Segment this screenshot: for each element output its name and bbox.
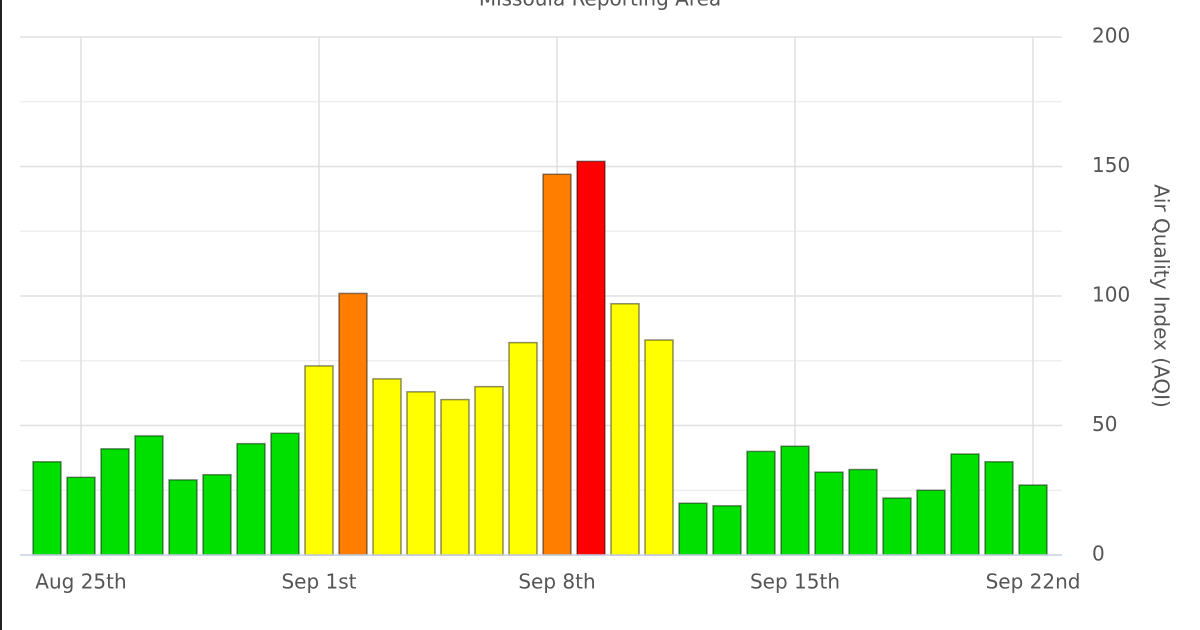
bar — [32, 461, 62, 556]
y-tick-label: 200 — [1092, 24, 1130, 48]
bar — [134, 435, 164, 556]
bar — [984, 461, 1014, 556]
x-tick-label: Sep 1st — [281, 570, 356, 594]
bar — [1018, 484, 1048, 556]
bar — [882, 497, 912, 556]
bar — [678, 502, 708, 556]
bar — [746, 450, 776, 556]
y-tick-label: 150 — [1092, 153, 1130, 177]
chart-title: Missoula Reporting Area — [479, 0, 721, 11]
bar — [406, 391, 436, 556]
bar — [338, 292, 368, 556]
x-tick-label: Sep 15th — [750, 570, 840, 594]
bar — [814, 471, 844, 556]
bar — [508, 341, 538, 556]
bar — [542, 173, 572, 556]
bar — [576, 160, 606, 556]
bar — [304, 365, 334, 556]
bar — [780, 445, 810, 556]
bar — [202, 473, 232, 556]
bar — [100, 448, 130, 556]
x-tick-label: Sep 8th — [518, 570, 595, 594]
x-tick-label: Aug 25th — [35, 570, 126, 594]
bar — [950, 453, 980, 556]
bar — [474, 385, 504, 556]
y-tick-label: 100 — [1092, 283, 1130, 307]
bar — [168, 479, 198, 556]
bar — [848, 468, 878, 556]
bar — [270, 432, 300, 556]
bar — [66, 476, 96, 556]
y-axis-label: Air Quality Index (AQI) — [1150, 184, 1174, 408]
y-tick-label: 50 — [1092, 412, 1117, 436]
x-tick-label: Sep 22nd — [986, 570, 1081, 594]
bar — [712, 505, 742, 556]
bar — [644, 339, 674, 556]
bar — [372, 378, 402, 556]
bar — [916, 489, 946, 556]
bar — [610, 303, 640, 556]
bar — [440, 398, 470, 556]
y-tick-label: 0 — [1092, 542, 1105, 566]
bar — [236, 442, 266, 556]
